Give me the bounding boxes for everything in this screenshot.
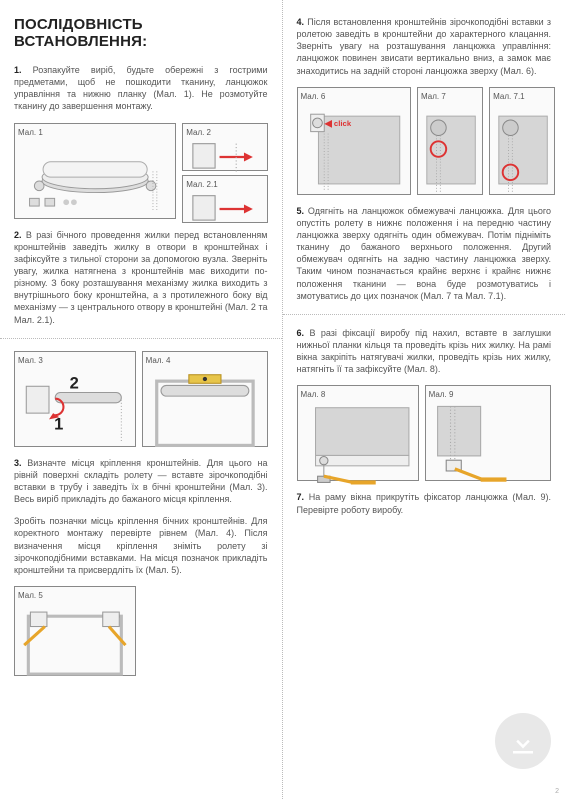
para-2: 2. В разі бічного проведення жилки перед… (14, 229, 268, 326)
figure-5: Мал. 5 (14, 586, 136, 676)
para-3b: Зробіть позначки місць кріплення бічних … (14, 515, 268, 576)
figure-2-1: Мал. 2.1 (182, 175, 268, 223)
para-1: 1. Розпакуйте виріб, будьте обережні з г… (14, 64, 268, 113)
svg-text:click: click (333, 119, 351, 128)
figure-2: Мал. 2 (182, 123, 268, 171)
page-title: ПОСЛІДОВНІСТЬ ВСТАНОВЛЕННЯ: (14, 16, 268, 50)
figure-3: Мал. 3 1 2 (14, 351, 136, 447)
para-5: 5. Одягніть на ланцюжок обмежувачі ланцю… (297, 205, 552, 302)
figure-9: Мал. 9 (425, 385, 551, 481)
figure-6: Мал. 6 click (297, 87, 412, 195)
page-number: 2 (555, 788, 559, 795)
para-7: 7. На раму вікна прикрутіть фіксатор лан… (297, 491, 552, 515)
figure-7: Мал. 7 (417, 87, 483, 195)
watermark-icon (495, 713, 551, 769)
svg-text:2: 2 (70, 373, 79, 392)
figure-4: Мал. 4 (142, 351, 268, 447)
para-6: 6. В разі фіксації виробу під нахил, вст… (297, 327, 552, 376)
figure-7-1: Мал. 7.1 (489, 87, 555, 195)
figure-8: Мал. 8 (297, 385, 419, 481)
figure-1: Мал. 1 (14, 123, 176, 219)
para-3: 3. Визначте місця кріплення кронштейнів.… (14, 457, 268, 506)
para-4: 4. Після встановлення кронштейнів зірочк… (297, 16, 552, 77)
